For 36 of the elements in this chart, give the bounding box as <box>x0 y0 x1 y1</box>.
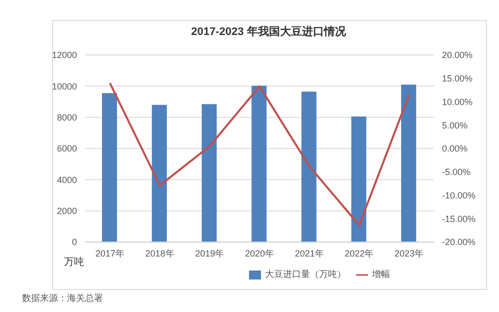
y2-tick-label: 10.00% <box>442 96 473 107</box>
y-tick-label: 6000 <box>56 144 77 154</box>
y2-tick-label: -15.00% <box>442 214 476 224</box>
y-tick-label: 8000 <box>56 112 77 123</box>
bar <box>301 92 316 242</box>
y-tick-label: 4000 <box>56 174 77 185</box>
chart-title: 2017-2023 年我国大豆进口情况 <box>190 24 347 39</box>
bar <box>152 104 167 242</box>
y-tick-label: 12000 <box>52 50 77 60</box>
y2-tick-label: 0.00% <box>442 144 468 154</box>
source-note: 数据来源：海关总署 <box>22 292 103 305</box>
y2-tick-label: -5.00% <box>442 167 471 178</box>
y2-tick-label: 20.00% <box>442 50 473 60</box>
bar <box>102 93 117 242</box>
bar <box>351 116 366 242</box>
line-series <box>108 82 410 226</box>
x-tick-label: 2017年 <box>95 248 124 258</box>
x-tick-label: 2018年 <box>145 248 174 258</box>
y-tick-label: 0 <box>72 237 77 248</box>
bar <box>202 104 217 242</box>
x-tick-label: 2020年 <box>244 248 274 258</box>
bar <box>252 86 267 242</box>
y-tick-label: 10000 <box>52 81 77 92</box>
y2-tick-label: 5.00% <box>442 120 468 130</box>
y2-tick-label: 15.00% <box>442 74 473 84</box>
legend-label: 大豆进口量（万吨） <box>265 269 346 279</box>
y-tick-label: 2000 <box>56 206 77 216</box>
legend-label: 增幅 <box>372 269 390 279</box>
bar <box>401 84 416 242</box>
x-tick-label: 2023年 <box>394 248 424 258</box>
x-tick-label: 2022年 <box>344 248 374 258</box>
x-tick-label: 2019年 <box>195 248 224 258</box>
x-tick-label: 2021年 <box>294 248 324 258</box>
y2-tick-label: -20.00% <box>442 237 476 248</box>
text: 万吨 <box>64 256 84 269</box>
y2-tick-label: -10.00% <box>442 190 476 200</box>
